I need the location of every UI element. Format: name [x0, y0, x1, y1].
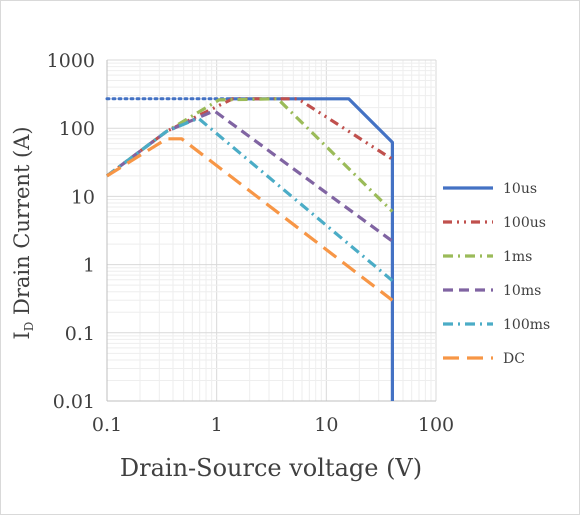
x-tick-label: 1: [211, 414, 223, 436]
legend: 10us 100us 1ms 10ms 100ms DC: [443, 181, 550, 367]
legend-label-1ms: 1ms: [503, 249, 532, 265]
x-tick-label: 10: [314, 414, 338, 436]
y-axis-label-rest: Drain Current (A): [10, 126, 34, 321]
legend-label-100ms: 100ms: [503, 317, 550, 333]
series-line-100ms: [106, 116, 394, 282]
y-tick-label: 0.01: [53, 391, 95, 413]
y-tick-label: 1000: [47, 50, 95, 72]
legend-label-10us: 10us: [503, 181, 537, 197]
y-tick-label: 100: [59, 118, 95, 140]
x-tick-label: 0.1: [92, 414, 122, 436]
series-lines: [105, 97, 394, 401]
y-axis-label-main: I: [10, 331, 34, 339]
y-tick-label: 10: [71, 186, 95, 208]
y-tick-label: 1: [83, 255, 95, 277]
series-line-DC: [106, 137, 394, 302]
y-tick-label: 0.1: [65, 323, 95, 345]
legend-label-DC: DC: [503, 351, 525, 367]
y-axis-label-subscript: D: [22, 322, 36, 332]
y-axis-label: ID Drain Current (A): [10, 126, 36, 339]
legend-label-10ms: 10ms: [503, 283, 541, 299]
series-line-10us: [229, 97, 394, 401]
axes: [106, 60, 436, 402]
x-axis-label: Drain-Source voltage (V): [120, 454, 422, 482]
x-tick-label: 100: [418, 414, 454, 436]
grid: [106, 59, 437, 402]
legend-label-100us: 100us: [503, 215, 546, 231]
